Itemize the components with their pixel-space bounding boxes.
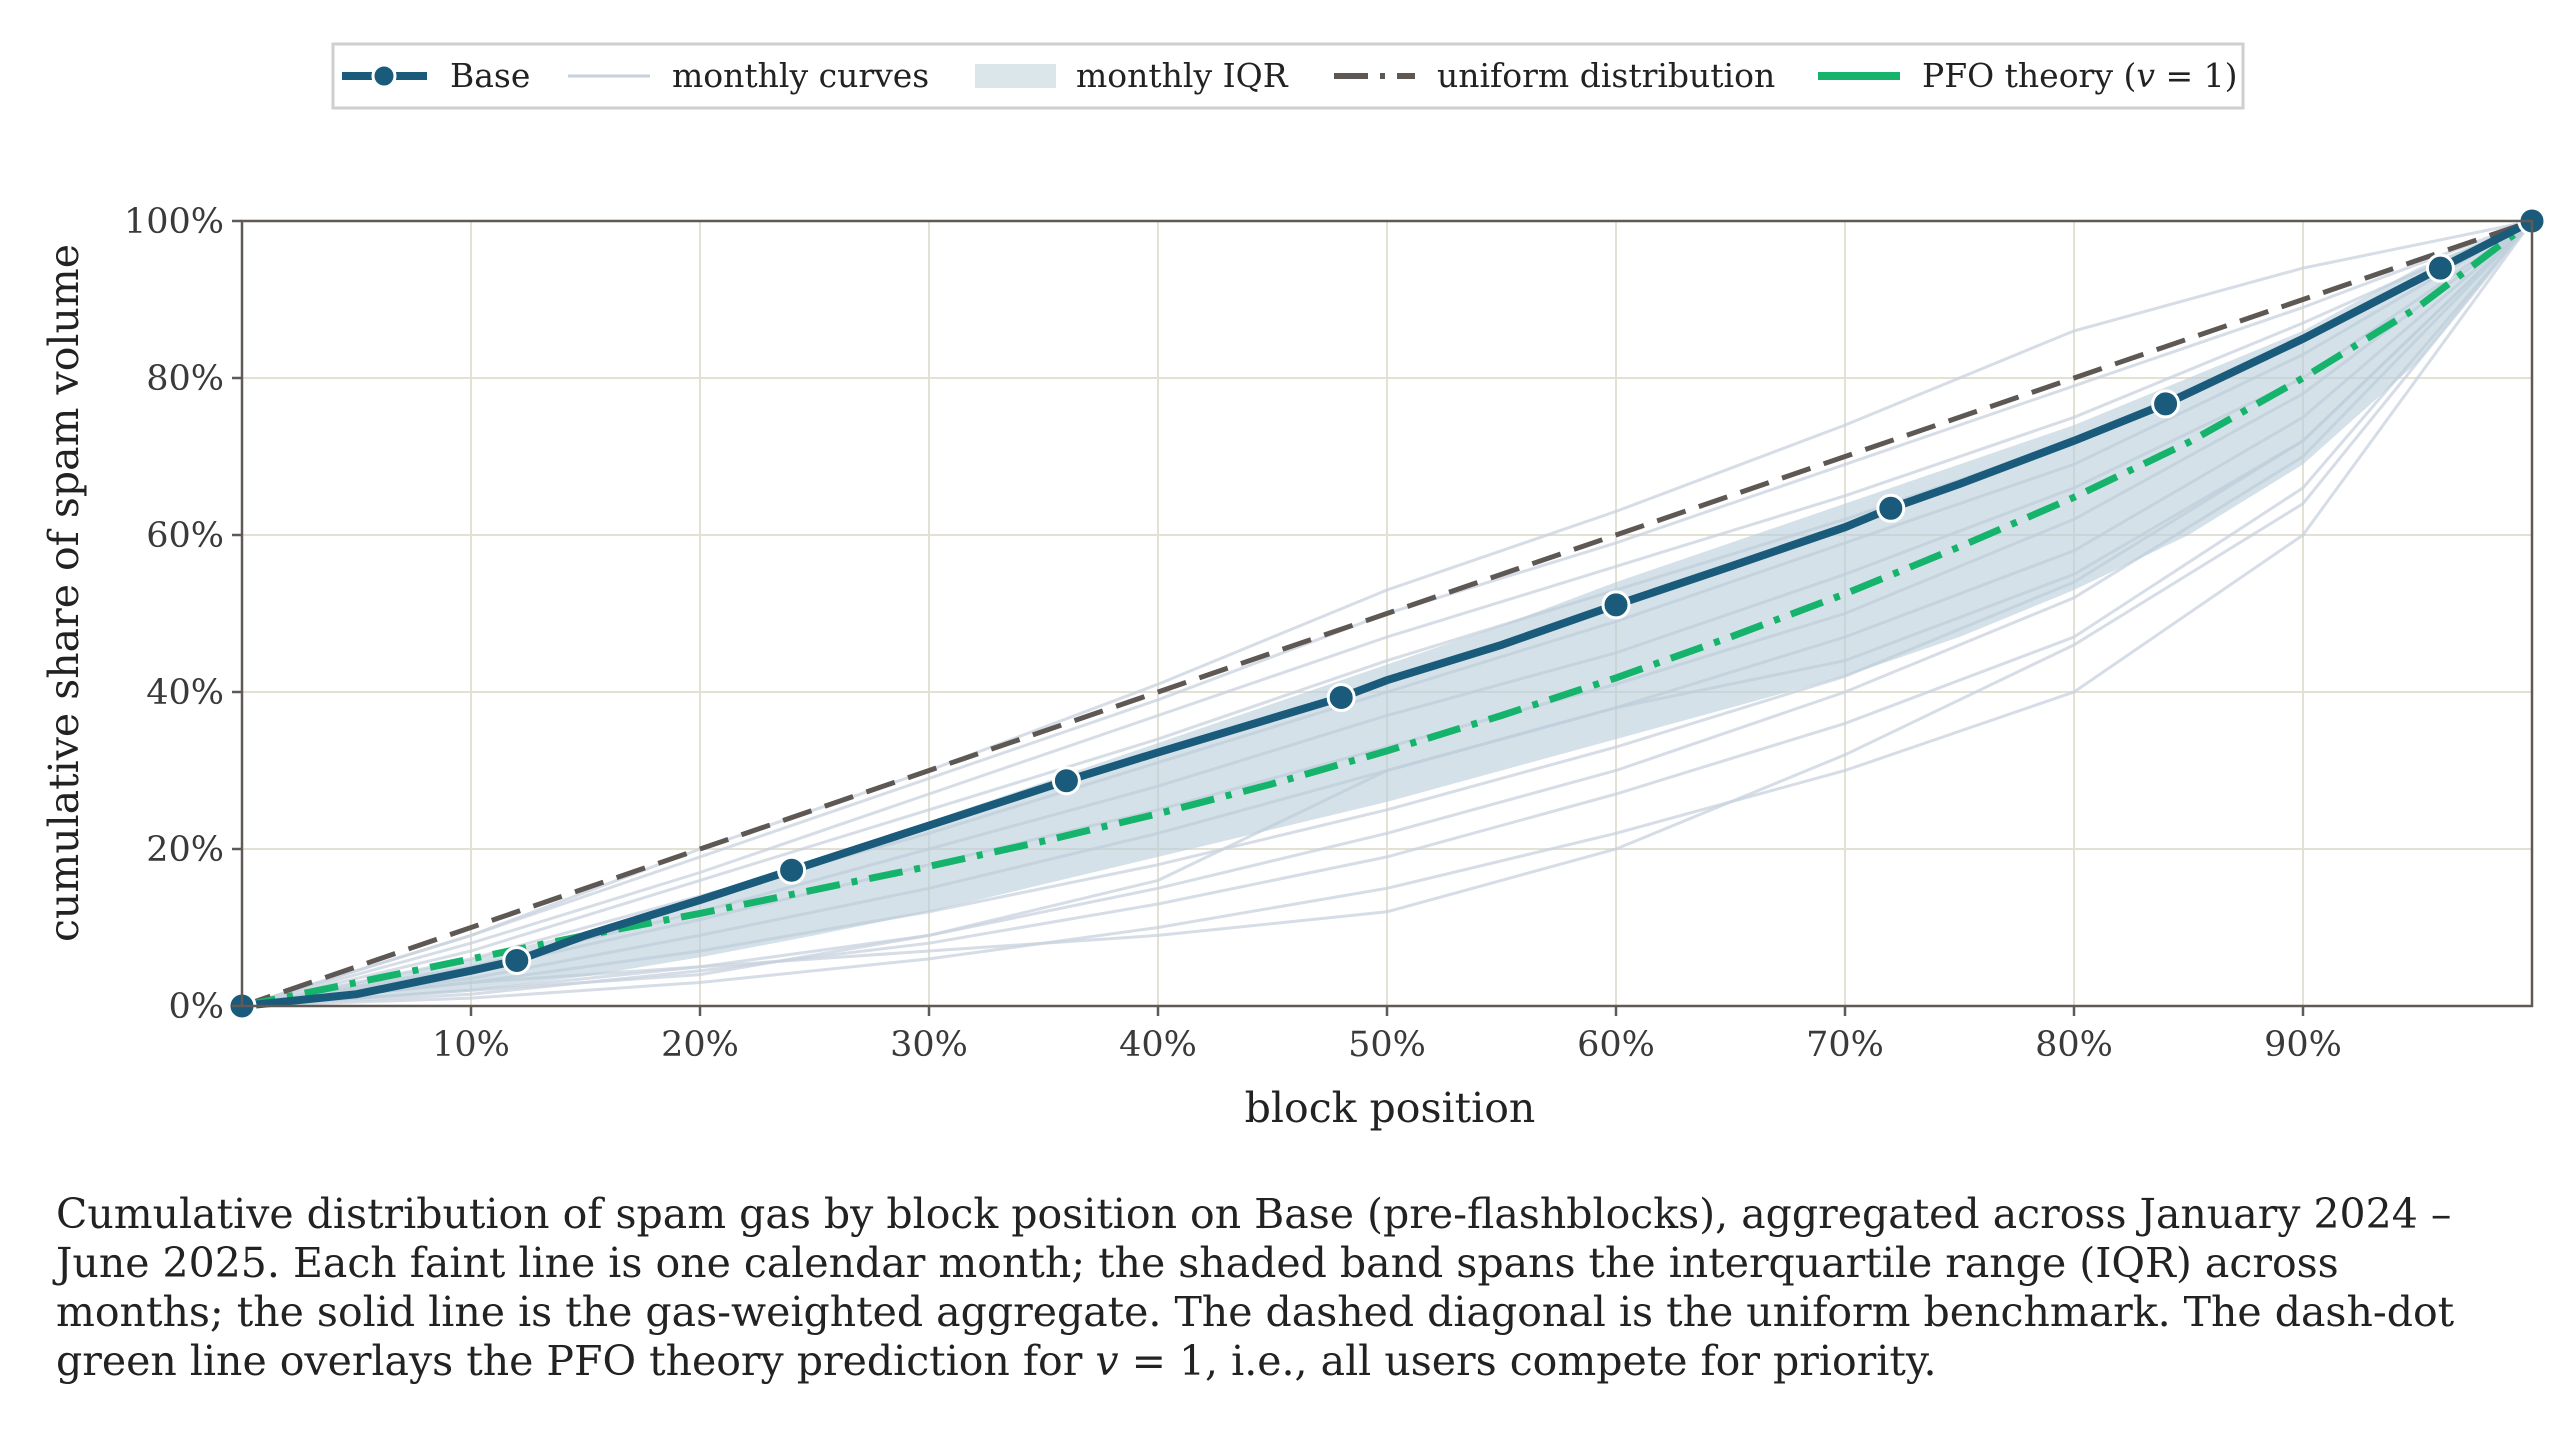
y-tick-label-3: 60% [146,516,224,556]
legend-pfo-var: v [2136,56,2155,95]
uniform-distribution-line [241,218,2533,1009]
base-marker-2 [777,855,807,885]
legend-uniform-label: uniform distribution [1437,56,1775,95]
caption-text: Cumulative distribution of spam gas by b… [56,1190,2516,1386]
y-axis-label: cumulative share of spam volume [40,244,88,942]
x-tick-label-2: 30% [890,1025,968,1065]
legend-monthly-label: monthly curves [672,56,929,95]
legend: Base monthly curves monthly IQR uniform … [331,42,2245,110]
base-marker-5 [1601,590,1631,620]
base-aggregate-line [241,217,2534,1010]
legend-base-label: Base [450,56,530,95]
legend-base-marker [371,63,397,89]
base-marker-8 [2425,253,2455,283]
x-tick-label-7: 80% [2035,1025,2113,1065]
y-tick-label-4: 80% [146,359,224,399]
x-tick-label-3: 40% [1119,1025,1197,1065]
x-tick-label-5: 60% [1577,1025,1655,1065]
legend-pfo-suffix: = 1) [2155,56,2238,95]
base-marker-1 [502,945,532,975]
caption-part-1: Cumulative distribution of spam gas by b… [56,1190,2455,1385]
legend-pfo-label: PFO theory (v = 1) [1922,56,2238,95]
base-markers [227,206,2547,1021]
x-tick-label-1: 20% [661,1025,739,1065]
y-tick-label-5: 100% [124,202,224,242]
x-tick-label-4: 50% [1348,1025,1426,1065]
pfo-theory-line [241,218,2535,1010]
base-marker-4 [1326,682,1356,712]
y-tick-label-0: 0% [168,987,224,1027]
x-tick-label-6: 70% [1806,1025,1884,1065]
legend-box [331,42,2245,110]
legend-iqr-swatch [975,64,1056,88]
base-marker-7 [2151,389,2181,419]
x-tick-label-0: 10% [432,1025,510,1065]
monthly-curve-0 [241,220,2534,1008]
y-axis-ticks: 0% 20% 40% 60% 80% 100% [124,202,242,1027]
cumulative-distribution-chart: 10% 20% 30% 40% 50% 60% 70% 80% 90% 0% 20% 40% 60% 8… [40,42,2547,1132]
figure-caption: Cumulative distribution of spam gas by b… [56,1190,2516,1386]
x-axis-label: block position [1245,1084,1536,1132]
legend-pfo-prefix: PFO theory ( [1922,56,2136,95]
base-marker-6 [1876,493,1906,523]
caption-var: v [1095,1337,1119,1385]
x-axis-ticks: 10% 20% 30% 40% 50% 60% 70% 80% 90% [432,1006,2342,1065]
monthly-curve-12 [241,220,2534,1008]
y-tick-label-1: 20% [146,830,224,870]
monthly-curve-9 [241,219,2533,1008]
legend-iqr-label: monthly IQR [1076,56,1289,95]
y-tick-label-2: 40% [146,673,224,713]
x-tick-label-8: 90% [2264,1025,2342,1065]
caption-part-3: , i.e., all users compete for priority. [1205,1337,1937,1385]
caption-part-2: = 1 [1118,1337,1206,1385]
base-marker-3 [1051,766,1081,796]
